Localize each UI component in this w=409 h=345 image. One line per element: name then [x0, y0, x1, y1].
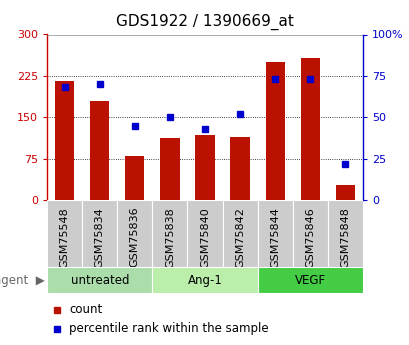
Bar	[117, 200, 152, 267]
Bar	[195, 135, 214, 200]
Text: untreated: untreated	[70, 274, 129, 287]
Text: GSM75836: GSM75836	[130, 207, 139, 267]
Bar	[257, 200, 292, 267]
Bar	[55, 81, 74, 200]
Bar	[187, 200, 222, 267]
Bar	[292, 200, 327, 267]
Text: agent  ▶: agent ▶	[0, 274, 45, 287]
Text: GSM75838: GSM75838	[164, 207, 175, 268]
Text: GSM75844: GSM75844	[270, 207, 279, 268]
Bar	[335, 185, 354, 200]
Text: GSM75840: GSM75840	[200, 207, 209, 268]
Bar	[257, 267, 362, 293]
Bar	[327, 200, 362, 267]
Bar	[222, 200, 257, 267]
Text: GSM75834: GSM75834	[94, 207, 105, 268]
Text: VEGF: VEGF	[294, 274, 325, 287]
Bar	[152, 200, 187, 267]
Text: percentile rank within the sample: percentile rank within the sample	[69, 322, 268, 335]
Bar	[230, 137, 249, 200]
Text: GSM75842: GSM75842	[234, 207, 245, 268]
Bar	[265, 62, 284, 200]
Bar	[47, 267, 152, 293]
Bar	[300, 58, 319, 200]
Bar	[82, 200, 117, 267]
Text: GSM75848: GSM75848	[339, 207, 349, 268]
Text: GSM75846: GSM75846	[304, 207, 315, 268]
Text: GSM75548: GSM75548	[60, 207, 70, 268]
Text: GDS1922 / 1390669_at: GDS1922 / 1390669_at	[116, 14, 293, 30]
Bar	[90, 101, 109, 200]
Bar	[47, 200, 82, 267]
Text: count: count	[69, 303, 102, 316]
Text: Ang-1: Ang-1	[187, 274, 222, 287]
Bar	[160, 138, 179, 200]
Bar	[125, 156, 144, 200]
Bar	[152, 267, 257, 293]
